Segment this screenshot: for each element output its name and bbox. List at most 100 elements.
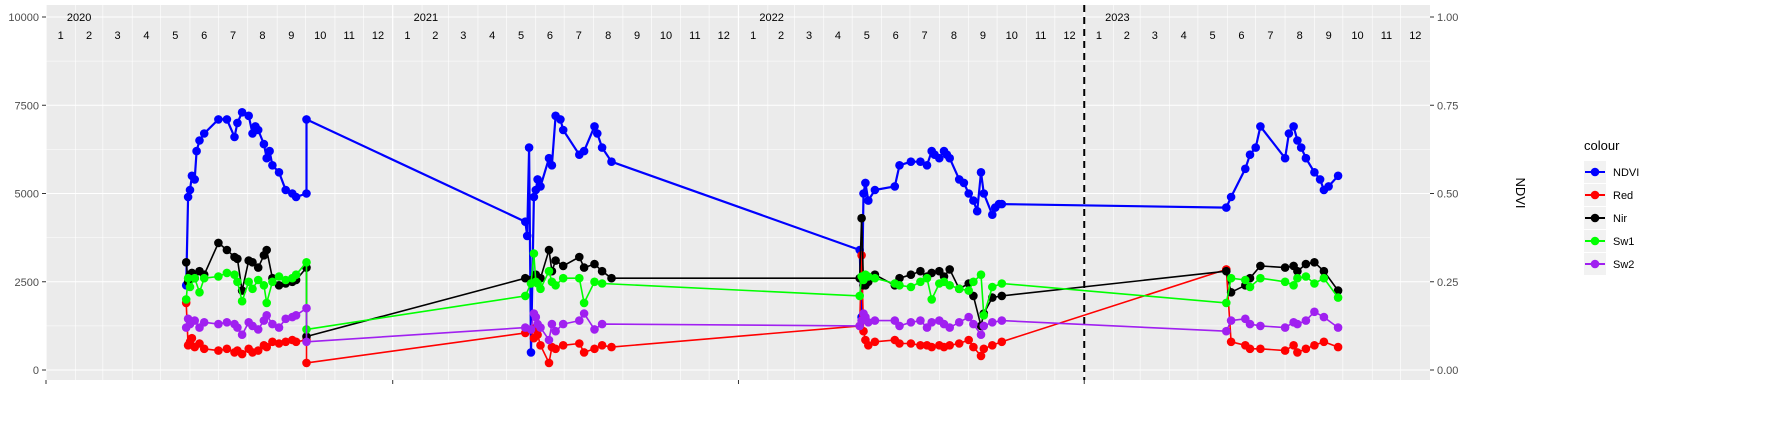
data-point-sw1 [979, 311, 989, 320]
data-point-ndvi [1293, 136, 1302, 145]
data-point-red [1289, 341, 1298, 350]
data-point-ndvi [1280, 153, 1290, 163]
data-point-red [262, 342, 272, 352]
data-point-ndvi [607, 157, 616, 166]
data-point-sw1 [988, 282, 997, 292]
data-point-ndvi [1241, 164, 1250, 174]
data-point-ndvi [964, 189, 973, 198]
data-point-sw2 [262, 311, 272, 320]
data-point-nir [214, 238, 223, 248]
date-header: 1 2 3 4 5 6 7 8 9 10 11 12 1 2 3 4 5 6 7 8 9 10 11 12 1 2 3 4 5 6 7 8 9 1… [58, 12, 1422, 42]
data-point-sw1 [964, 286, 973, 295]
data-point-sw2 [302, 303, 311, 313]
data-point-ndvi [185, 185, 195, 195]
data-point-ndvi [533, 175, 542, 184]
data-point-sw1 [590, 277, 599, 287]
data-point-sw1 [579, 298, 589, 308]
data-point-ndvi [244, 111, 253, 121]
data-point-ndvi [281, 185, 291, 195]
data-point-sw1 [185, 282, 195, 292]
data-point-sw1 [183, 273, 193, 283]
data-point-red [906, 339, 916, 348]
data-point-sw2 [531, 312, 541, 322]
month-label: 5 [1210, 30, 1216, 42]
data-point-nir [607, 273, 616, 283]
data-point-red [870, 337, 880, 347]
data-point-sw2 [906, 318, 916, 327]
data-point-nir [1310, 258, 1319, 267]
data-point-red [187, 333, 197, 343]
data-point-red [579, 348, 589, 357]
data-point-red [969, 342, 978, 352]
data-point-ndvi [1284, 129, 1294, 138]
data-point-sw2 [1301, 316, 1311, 325]
data-point-sw1 [1319, 273, 1329, 283]
data-point-red [857, 251, 866, 260]
data-point-ndvi [192, 146, 201, 156]
data-point-ndvi [922, 161, 932, 170]
data-point-nir [997, 291, 1007, 301]
month-label: 4 [1181, 30, 1187, 42]
data-point-nir [544, 245, 554, 255]
legend-label-sw2: Sw2 [1613, 259, 1634, 271]
month-label: 2 [432, 30, 438, 42]
data-point-sw1 [870, 273, 880, 283]
data-point-sw2 [590, 325, 599, 334]
data-point-sw2 [233, 323, 242, 332]
data-point-sw1 [1333, 293, 1343, 302]
data-point-red [607, 342, 616, 352]
data-point-sw1 [281, 275, 291, 285]
data-point-sw1 [1293, 273, 1302, 283]
data-point-nir [590, 259, 599, 269]
data-point-red [1256, 344, 1265, 354]
data-point-red [945, 341, 954, 350]
month-label: 8 [259, 30, 265, 42]
month-label: 9 [980, 30, 986, 42]
data-point-red [274, 339, 284, 348]
month-label: 12 [372, 30, 384, 42]
data-point-red [1245, 344, 1255, 354]
data-point-red [1310, 341, 1319, 350]
data-point-sw1 [302, 258, 311, 267]
data-point-nir [1280, 263, 1290, 272]
month-label: 2 [86, 30, 92, 42]
data-point-sw2 [979, 321, 989, 331]
month-label: 10 [660, 30, 672, 42]
data-point-nir [1333, 286, 1343, 295]
month-label: 10 [314, 30, 326, 42]
y-tick-label: 10000 [8, 12, 39, 24]
data-point-ndvi [522, 231, 532, 241]
month-label: 5 [518, 30, 524, 42]
data-point-sw1 [291, 270, 301, 280]
data-point-sw1 [181, 295, 191, 304]
data-point-sw2 [575, 316, 584, 325]
month-label: 6 [893, 30, 899, 42]
data-point-ndvi [870, 185, 880, 195]
data-point-nir [1293, 266, 1302, 276]
data-point-sw1 [927, 295, 936, 304]
data-point-sw2 [536, 323, 545, 332]
year-label: 2023 [1105, 12, 1129, 24]
data-point-sw1 [536, 284, 545, 294]
data-point-sw1 [558, 273, 568, 283]
month-label: 7 [922, 30, 928, 42]
data-point-red [302, 358, 311, 368]
data-point-red [281, 337, 291, 347]
data-point-red [544, 358, 554, 368]
data-point-ndvi [524, 143, 534, 152]
month-label: 1 [1096, 30, 1102, 42]
month-label: 3 [114, 30, 120, 42]
data-point-red [997, 337, 1007, 347]
data-point-red [253, 346, 263, 355]
data-point-red [1301, 344, 1311, 354]
data-point-ndvi [1256, 122, 1265, 131]
data-point-sw2 [237, 330, 247, 340]
legend-key-point [1590, 213, 1600, 223]
month-label: 11 [1035, 30, 1046, 42]
data-point-ndvi [237, 108, 247, 117]
data-point-sw1 [262, 298, 272, 308]
data-point-ndvi [1310, 168, 1319, 177]
data-point-sw2 [551, 326, 560, 336]
legend-label-nir: Nir [1613, 213, 1627, 225]
